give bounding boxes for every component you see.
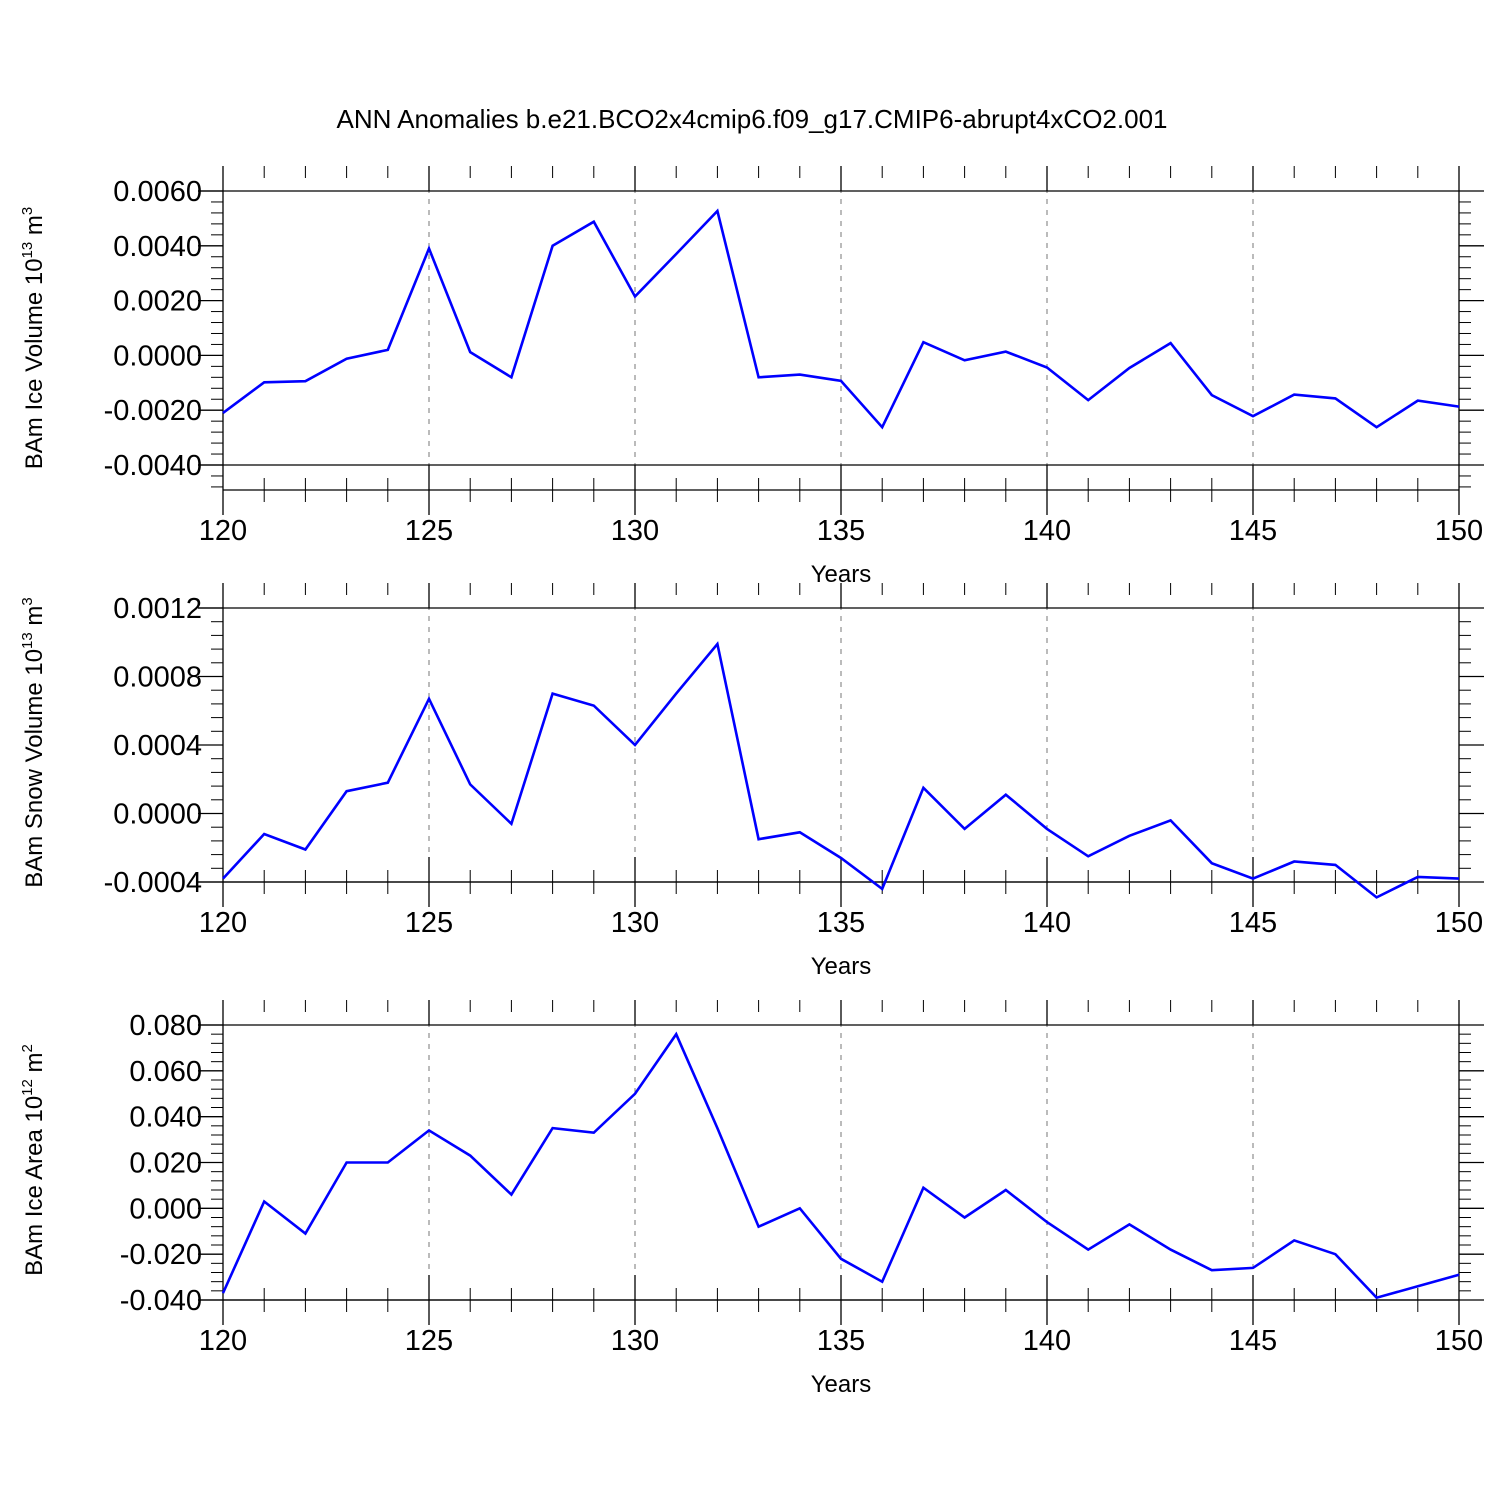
panels: -0.0040 -0.0020 0.0000 0.0020 0.0040 0.0060 12… [19, 166, 1484, 1398]
chart-panel-2: -0.0004 0.0000 0.0004 0.0008 0.0012 120 125 130… [19, 583, 1484, 980]
y-tick-label: 0.000 [129, 1193, 202, 1225]
x-tick-label: 140 [1023, 907, 1071, 939]
y-tick-label: 0.0008 [113, 662, 202, 694]
x-tick-label: 135 [817, 515, 865, 547]
x-tick-label: 150 [1435, 1325, 1483, 1357]
y-tick-label: 0.0004 [113, 730, 202, 762]
y-tick-label: 0.040 [129, 1102, 202, 1134]
y-tick-label: 0.0000 [113, 799, 202, 831]
y-tick-label: 0.060 [129, 1056, 202, 1088]
y-tick-label: 0.0040 [113, 231, 202, 263]
x-tick-label: 135 [817, 1325, 865, 1357]
x-tick-label: 120 [199, 515, 247, 547]
x-tick-label: 130 [611, 1325, 659, 1357]
y-tick-label: 0.0000 [113, 340, 202, 372]
y-tick-label: -0.0040 [104, 450, 202, 482]
chart-panel-3: -0.040 -0.020 0.000 0.020 0.040 0.060 0.080 120… [19, 1000, 1484, 1398]
y-tick-label: 0.080 [129, 1010, 202, 1042]
x-tick-label: 150 [1435, 907, 1483, 939]
x-tick-label: 130 [611, 515, 659, 547]
y-axis-label: BAm Snow Volume 1013 m3 [19, 597, 48, 888]
y-tick-label: -0.020 [120, 1239, 202, 1271]
x-tick-label: 150 [1435, 515, 1483, 547]
figure-title: ANN Anomalies b.e21.BCO2x4cmip6.f09_g17.… [337, 104, 1168, 134]
y-tick-label: 0.0060 [113, 176, 202, 208]
x-tick-label: 145 [1229, 515, 1277, 547]
x-tick-label: 120 [199, 1325, 247, 1357]
y-tick-label: 0.0012 [113, 593, 202, 625]
x-tick-label: 145 [1229, 907, 1277, 939]
x-tick-label: 125 [405, 907, 453, 939]
y-tick-label: -0.040 [120, 1285, 202, 1317]
series-line-1 [222, 641, 1460, 899]
y-tick-label: 0.0020 [113, 286, 202, 318]
x-tick-label: 145 [1229, 1325, 1277, 1357]
y-tick-label: -0.0020 [104, 395, 202, 427]
x-tick-label: 140 [1023, 1325, 1071, 1357]
series-line-1 [222, 208, 1460, 430]
y-tick-label: -0.0004 [104, 867, 202, 899]
x-tick-label: 140 [1023, 515, 1071, 547]
y-axis-label: BAm Ice Area 1012 m2 [19, 1044, 48, 1276]
chart-panel-1: -0.0040 -0.0020 0.0000 0.0020 0.0040 0.0060 12… [19, 166, 1484, 588]
x-axis-label: Years [811, 1371, 872, 1398]
x-tick-label: 120 [199, 907, 247, 939]
y-axis-label: BAm Ice Volume 1013 m3 [19, 207, 48, 469]
x-tick-label: 130 [611, 907, 659, 939]
x-tick-label: 135 [817, 907, 865, 939]
x-axis-label: Years [811, 953, 872, 980]
x-tick-label: 125 [405, 515, 453, 547]
x-tick-label: 125 [405, 1325, 453, 1357]
y-tick-label: 0.020 [129, 1148, 202, 1180]
series-line-1 [221, 1031, 1460, 1300]
